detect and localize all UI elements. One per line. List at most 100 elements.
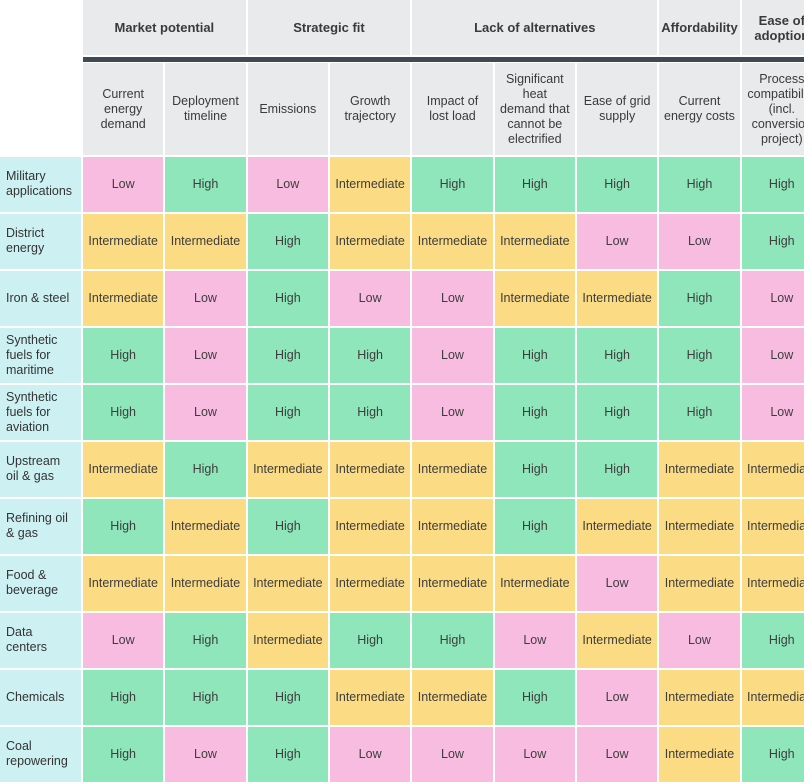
rating-cell: High — [659, 157, 739, 213]
rating-cell: Intermediate — [83, 214, 163, 270]
column-header: Growth trajectory — [330, 63, 410, 155]
rating-cell: Low — [495, 613, 575, 669]
rating-cell: Intermediate — [495, 556, 575, 612]
rating-cell: Low — [577, 727, 657, 782]
rating-cell: Intermediate — [165, 214, 245, 270]
rating-cell: High — [495, 670, 575, 726]
rating-cell: Low — [659, 214, 739, 270]
rating-cell: High — [412, 613, 492, 669]
rating-cell: High — [83, 385, 163, 441]
row-label: Refining oil & gas — [0, 499, 81, 555]
rating-cell: High — [248, 328, 328, 384]
row-label: Chemicals — [0, 670, 81, 726]
rating-cell: Low — [577, 556, 657, 612]
column-header: Ease of grid supply — [577, 63, 657, 155]
column-header: Impact of lost load — [412, 63, 492, 155]
rating-cell: Low — [577, 214, 657, 270]
rating-cell: Low — [412, 328, 492, 384]
rating-cell: High — [659, 385, 739, 441]
rating-cell: High — [495, 328, 575, 384]
rating-cell: High — [495, 385, 575, 441]
rating-cell: Intermediate — [412, 214, 492, 270]
rating-cell: Low — [495, 727, 575, 782]
rating-cell: Low — [248, 157, 328, 213]
rating-cell: High — [742, 214, 804, 270]
rating-cell: High — [577, 385, 657, 441]
rating-cell: High — [659, 328, 739, 384]
rating-cell: High — [742, 613, 804, 669]
rating-cell: Intermediate — [412, 442, 492, 498]
rating-cell: Intermediate — [577, 499, 657, 555]
row-label: Data centers — [0, 613, 81, 669]
rating-cell: Intermediate — [495, 214, 575, 270]
rating-cell: Intermediate — [165, 556, 245, 612]
rating-cell: Low — [659, 613, 739, 669]
rating-cell: Intermediate — [742, 442, 804, 498]
group-header-lack-of-alternatives: Lack of alternatives — [412, 0, 657, 55]
rating-cell: Intermediate — [330, 442, 410, 498]
rating-cell: Low — [165, 271, 245, 327]
rating-cell: Intermediate — [83, 442, 163, 498]
rating-cell: Intermediate — [330, 214, 410, 270]
rating-cell: Intermediate — [330, 157, 410, 213]
rating-cell: High — [495, 499, 575, 555]
rating-cell: Intermediate — [742, 670, 804, 726]
row-label: Iron & steel — [0, 271, 81, 327]
bar-blank — [0, 57, 81, 62]
rating-cell: High — [248, 214, 328, 270]
rating-cell: High — [577, 157, 657, 213]
row-label: Synthetic fuels for aviation — [0, 385, 81, 441]
rating-cell: High — [165, 613, 245, 669]
rating-cell: Intermediate — [83, 556, 163, 612]
rating-cell: Low — [330, 271, 410, 327]
rating-cell: Intermediate — [248, 613, 328, 669]
rating-cell: Intermediate — [577, 613, 657, 669]
column-header: Significant heat demand that cannot be e… — [495, 63, 575, 155]
rating-cell: High — [83, 727, 163, 782]
rating-cell: High — [83, 328, 163, 384]
rating-cell: Intermediate — [659, 670, 739, 726]
rating-cell: Intermediate — [659, 442, 739, 498]
rating-cell: Intermediate — [330, 556, 410, 612]
rating-cell: High — [742, 157, 804, 213]
rating-cell: Low — [412, 385, 492, 441]
rating-cell: High — [330, 613, 410, 669]
group-header-ease-of-adoption: Ease of adoption — [742, 0, 804, 55]
rating-cell: Low — [165, 385, 245, 441]
rating-cell: Intermediate — [495, 271, 575, 327]
rating-cell: Low — [412, 727, 492, 782]
rating-cell: Low — [742, 271, 804, 327]
column-header: Emissions — [248, 63, 328, 155]
rating-cell: Intermediate — [165, 499, 245, 555]
column-header: Current energy demand — [83, 63, 163, 155]
rating-cell: Low — [742, 328, 804, 384]
rating-cell: Intermediate — [742, 499, 804, 555]
rating-cell: High — [330, 328, 410, 384]
rating-cell: Intermediate — [659, 556, 739, 612]
rating-cell: Intermediate — [83, 271, 163, 327]
rating-cell: High — [577, 328, 657, 384]
rating-cell: Intermediate — [330, 670, 410, 726]
column-header: Process compatibility (incl. conversion … — [742, 63, 804, 155]
row-label: District energy — [0, 214, 81, 270]
rating-cell: Low — [412, 271, 492, 327]
rating-cell: High — [248, 727, 328, 782]
rating-cell: High — [165, 670, 245, 726]
row-label: Upstream oil & gas — [0, 442, 81, 498]
rating-cell: Intermediate — [412, 556, 492, 612]
row-label: Food & beverage — [0, 556, 81, 612]
rating-cell: High — [248, 271, 328, 327]
group-header-strategic-fit: Strategic fit — [248, 0, 411, 55]
rating-cell: High — [495, 157, 575, 213]
rating-cell: High — [165, 157, 245, 213]
rating-cell: High — [165, 442, 245, 498]
rating-cell: High — [83, 499, 163, 555]
rating-cell: High — [330, 385, 410, 441]
rating-cell: Intermediate — [742, 556, 804, 612]
rating-cell: Intermediate — [248, 556, 328, 612]
corner-blank — [0, 0, 81, 55]
rating-cell: High — [659, 271, 739, 327]
rating-cell: High — [248, 385, 328, 441]
rating-cell: Intermediate — [412, 499, 492, 555]
header-divider-bar — [83, 57, 804, 62]
